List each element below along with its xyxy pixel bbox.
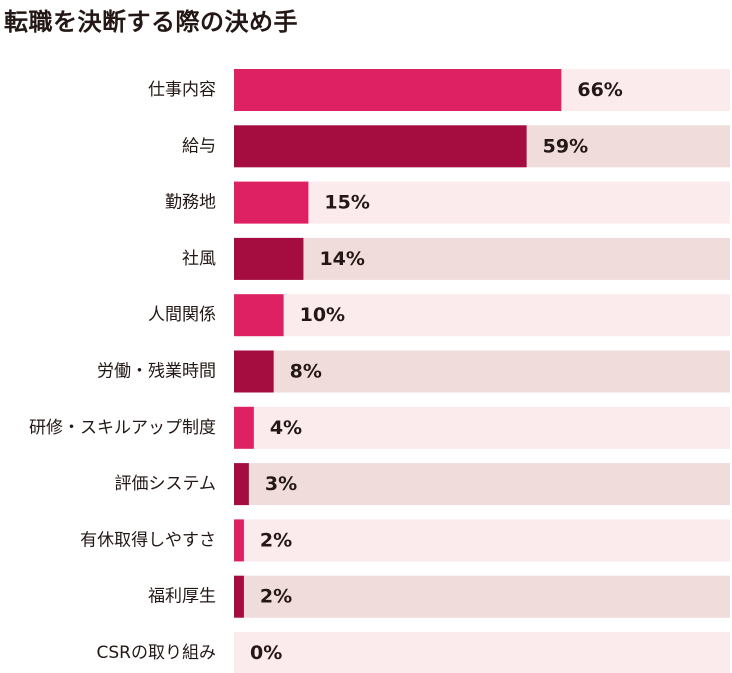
bar-track [234,181,730,224]
bar [234,125,527,168]
category-label: 評価システム [115,474,217,494]
category-label: 給与 [182,136,216,156]
category-label: 仕事内容 [148,80,216,100]
category-label: 勤務地 [165,193,216,213]
bar-track [234,632,730,673]
category-label: 労働・残業時間 [97,362,216,382]
bar-track [234,350,730,393]
value-label: 66% [577,79,622,101]
category-label: 福利厚生 [148,587,216,607]
value-label: 0% [250,642,282,664]
value-label: 3% [265,473,297,495]
value-label: 59% [543,135,588,157]
value-label: 15% [324,192,369,214]
category-label: CSRの取り組み [97,643,216,663]
bar-track [234,519,730,562]
bar [234,69,562,111]
value-label: 2% [260,529,292,551]
value-label: 8% [290,361,322,383]
bar [234,575,244,618]
bar-track [234,575,730,618]
value-label: 10% [300,304,345,326]
bar [234,463,249,506]
bar [234,181,309,224]
bar-track [234,294,730,337]
chart-title: 転職を決断する際の決め手 [4,8,298,36]
bar [234,294,284,337]
bar [234,350,274,393]
category-label: 人間関係 [148,305,216,325]
category-label: 研修・スキルアップ制度 [29,418,216,438]
value-label: 2% [260,586,292,608]
bar [234,237,304,280]
bar-track [234,463,730,506]
value-label: 14% [319,248,364,270]
bar [234,519,244,562]
bar-track [234,237,730,280]
bar-track [234,406,730,449]
value-label: 4% [270,417,302,439]
category-label: 有休取得しやすさ [80,530,216,550]
category-label: 社風 [182,249,216,269]
bar [234,406,254,449]
